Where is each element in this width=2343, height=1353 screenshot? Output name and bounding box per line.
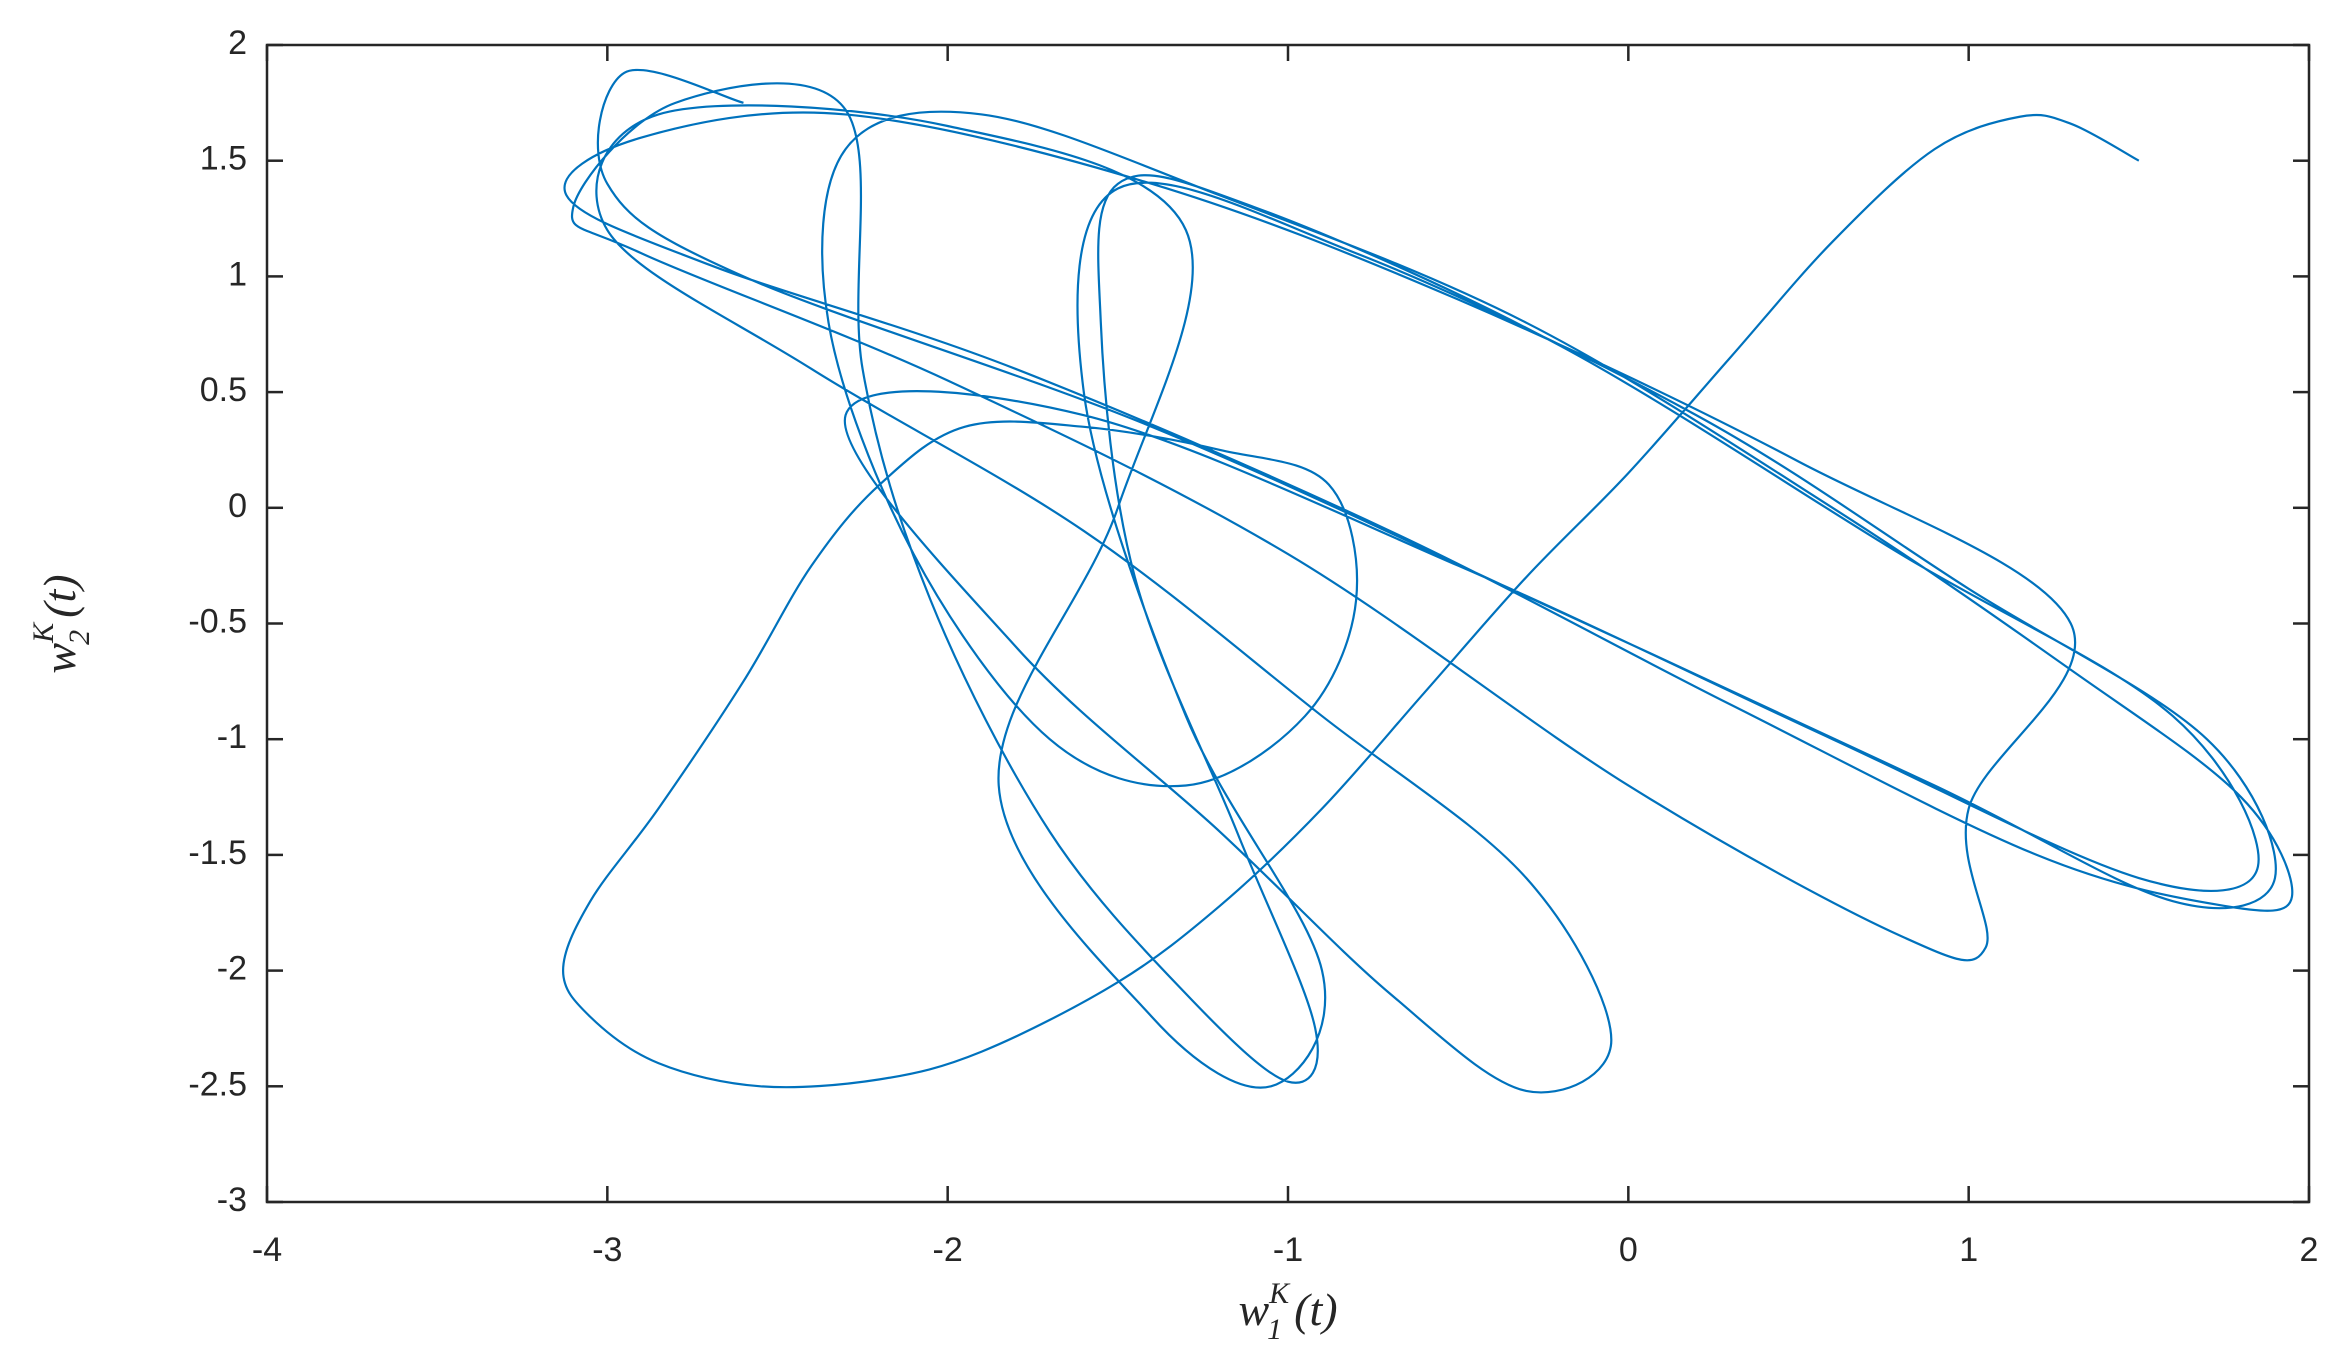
y-tick-label: 0 xyxy=(228,487,247,525)
y-tick-label: -0.5 xyxy=(188,602,247,640)
y-tick-label: -2 xyxy=(217,950,247,988)
y-axis-label: wK 2 (t) xyxy=(27,574,96,673)
y-tick-label: 1 xyxy=(228,255,247,293)
x-label-sup: K xyxy=(1268,1277,1291,1310)
y-label-sub: 2 xyxy=(63,630,96,645)
trajectory xyxy=(561,68,2294,1094)
y-tick-label: -1.5 xyxy=(188,834,247,872)
x-label-base: w xyxy=(1238,1284,1269,1335)
x-tick-label: -4 xyxy=(252,1231,282,1269)
y-label-base: w xyxy=(34,643,85,674)
y-tick-label: 0.5 xyxy=(200,371,247,409)
x-axis-label: wK 1 (t) xyxy=(1238,1277,1337,1346)
x-tick-label: 2 xyxy=(2300,1231,2319,1269)
y-tick-label: 1.5 xyxy=(200,140,247,178)
x-label-rest: (t) xyxy=(1294,1284,1337,1335)
y-tick-label: -1 xyxy=(217,718,247,756)
x-tick-label: 1 xyxy=(1959,1231,1978,1269)
y-tick-label: -2.5 xyxy=(188,1065,247,1103)
y-tick-label: 2 xyxy=(228,24,247,62)
y-label-rest: (t) xyxy=(34,574,85,617)
x-tick-label: -1 xyxy=(1273,1231,1303,1269)
x-label-sub: 1 xyxy=(1267,1313,1282,1346)
x-tick-label: 0 xyxy=(1619,1231,1638,1269)
x-tick-label: -2 xyxy=(933,1231,963,1269)
y-tick-label: -3 xyxy=(217,1181,247,1219)
y-label-sup: K xyxy=(27,621,60,644)
x-tick-label: -3 xyxy=(592,1231,622,1269)
